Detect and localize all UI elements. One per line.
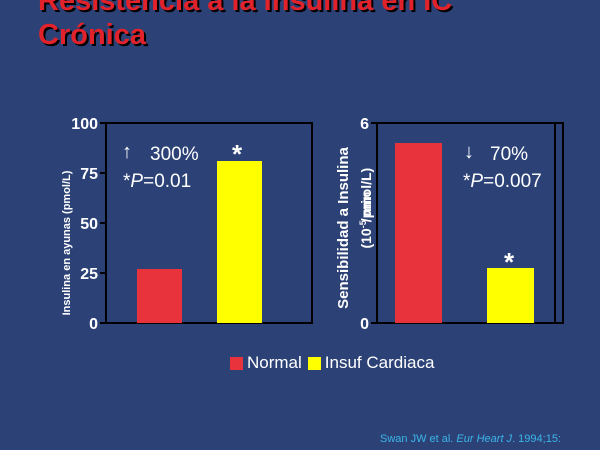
citation-authors: Swan JW et al.: [380, 433, 457, 445]
chart-2-bar-insuf-cardiaca: [487, 268, 534, 323]
chart-1-bar-normal: [137, 269, 182, 323]
chart-1-change: 300%: [150, 144, 199, 165]
legend-item-normal: Normal: [230, 353, 302, 373]
legend-swatch-normal: [230, 356, 243, 370]
chart-1-bar-insuf-cardiaca: [217, 161, 262, 323]
legend-label-insuf-cardiaca: Insuf Cardiaca: [324, 353, 435, 372]
citation-journal: Eur Heart J: [456, 433, 513, 445]
citation: Swan JW et al. Eur Heart J. 1994;15:: [380, 433, 561, 445]
chart-1-ytick-label: 0: [89, 316, 98, 333]
chart-1-ylabel: Insulina en ayunas (pmol/L): [61, 170, 73, 315]
citation-year: . 1994;15:: [512, 433, 561, 445]
chart-2-ytick-label: 6: [360, 116, 369, 133]
chart-2-arrow: ↓: [464, 141, 474, 163]
chart-1: 0 25 50 75 100 Insulina en ayunas (pmol/L) ↑…: [61, 116, 313, 333]
chart-1-frame: [105, 122, 313, 324]
legend-label-normal: Normal: [247, 353, 302, 372]
slide-title-line-1: Resistencia a la Insulina en IC: [38, 0, 453, 17]
chart-2-bar-normal: [395, 143, 442, 323]
chart-1-annotation: ↑ 300% *P=0.01 *: [122, 139, 243, 192]
chart-2-ylabel-2-overlap: /pmol/L): [358, 168, 374, 222]
chart-1-ytick-label: 25: [80, 266, 98, 283]
chart-2-pvalue: *P=0.007: [463, 171, 542, 192]
legend: Normal Insuf Cardiaca: [230, 353, 440, 373]
chart-1-ytick-label: 75: [80, 166, 98, 183]
chart-2-star: *: [504, 247, 515, 277]
chart-2-ylabel-2: (10-5 min: [358, 191, 374, 248]
chart-2-annotation: ↓ 70% *P=0.007 *: [463, 141, 542, 277]
chart-1-arrow: ↑: [122, 141, 132, 163]
chart-2-frame: [376, 122, 564, 324]
legend-item-insuf-cardiaca: Insuf Cardiaca: [307, 353, 435, 373]
chart-1-ytick-label: 100: [71, 116, 98, 133]
chart-1-star: *: [232, 139, 243, 169]
slide-title: Resistencia a la Insulina en IC Crónica: [38, 0, 452, 52]
chart-2-change: 70%: [490, 144, 528, 165]
chart-2-ylabel: Sensibilidad a Insulina: [335, 146, 352, 308]
chart-1-ytick-label: 50: [80, 216, 98, 233]
legend-swatch-insuf-cardiaca: [307, 356, 321, 370]
chart-1-pvalue: *P=0.01: [123, 171, 191, 192]
chart-2: 0 6 Sensibilidad a Insulina (10-5 min /pm…: [335, 116, 564, 333]
chart-2-ytick-label: 0: [360, 316, 369, 333]
slide-title-line-2: Crónica: [38, 19, 146, 51]
